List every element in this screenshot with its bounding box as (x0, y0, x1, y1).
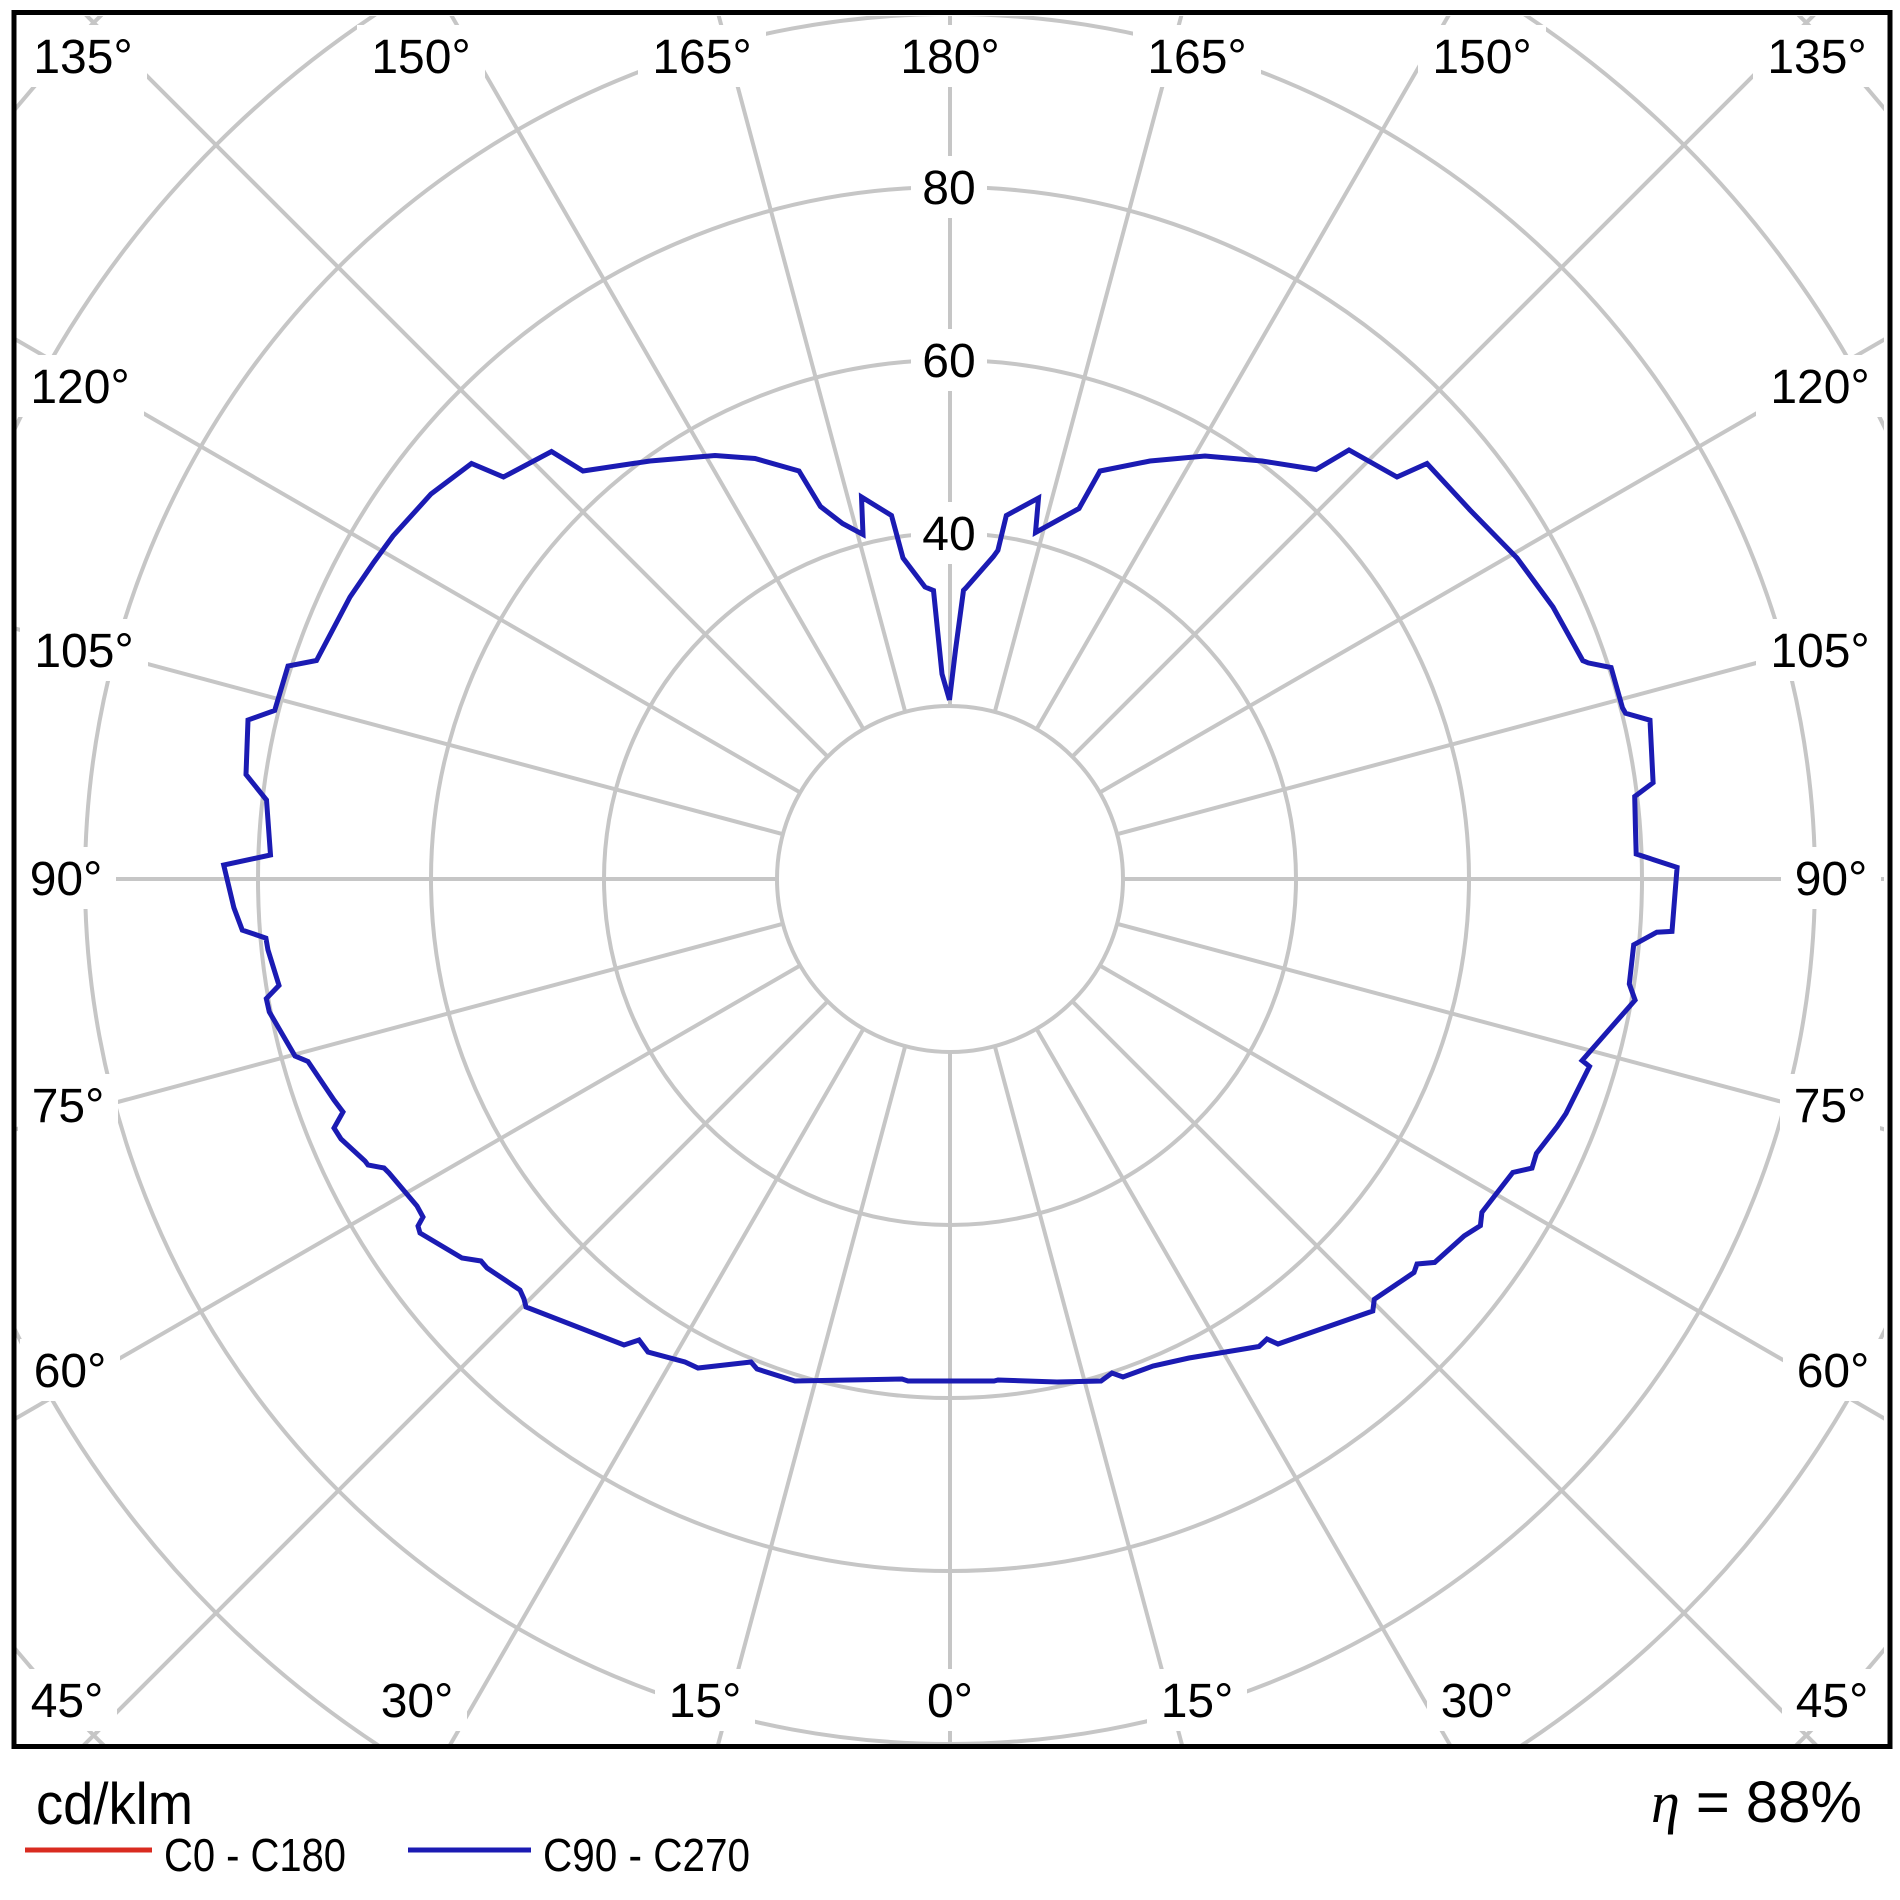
svg-text:180°: 180° (900, 31, 999, 84)
svg-text:120°: 120° (30, 361, 129, 414)
svg-text:0°: 0° (927, 1675, 973, 1728)
svg-text:η = 88%: η = 88% (1651, 1770, 1862, 1835)
svg-text:75°: 75° (1794, 1080, 1867, 1133)
svg-text:165°: 165° (652, 31, 751, 84)
svg-text:90°: 90° (1795, 853, 1868, 906)
svg-text:30°: 30° (381, 1675, 454, 1728)
svg-text:90°: 90° (30, 853, 103, 906)
svg-text:80: 80 (922, 162, 975, 215)
svg-text:135°: 135° (1767, 31, 1866, 84)
svg-text:40: 40 (922, 508, 975, 561)
svg-text:C90 - C270: C90 - C270 (543, 1829, 750, 1881)
svg-text:150°: 150° (1432, 31, 1531, 84)
svg-text:cd/klm: cd/klm (36, 1772, 193, 1837)
svg-text:60°: 60° (1797, 1345, 1870, 1398)
svg-text:45°: 45° (31, 1675, 104, 1728)
svg-text:120°: 120° (1770, 361, 1869, 414)
svg-text:105°: 105° (1770, 625, 1869, 678)
svg-text:30°: 30° (1441, 1675, 1514, 1728)
svg-text:15°: 15° (1161, 1675, 1234, 1728)
svg-text:105°: 105° (34, 625, 133, 678)
svg-text:60: 60 (922, 335, 975, 388)
svg-text:75°: 75° (32, 1080, 105, 1133)
svg-text:60°: 60° (34, 1345, 107, 1398)
svg-text:15°: 15° (669, 1675, 742, 1728)
svg-text:C0 - C180: C0 - C180 (164, 1829, 346, 1881)
svg-text:165°: 165° (1147, 31, 1246, 84)
svg-text:45°: 45° (1796, 1675, 1869, 1728)
svg-text:135°: 135° (33, 31, 132, 84)
svg-text:150°: 150° (371, 31, 470, 84)
